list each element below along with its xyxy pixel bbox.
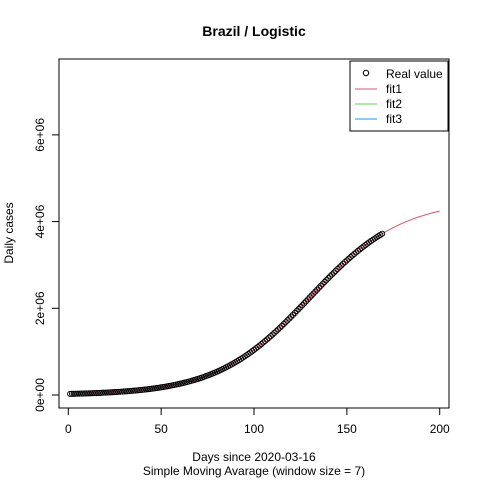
- real-value-point: [284, 317, 291, 324]
- legend-label-fit2: fit2: [386, 97, 402, 111]
- real-value-point: [356, 246, 363, 253]
- legend-label-real-value: Real value: [386, 67, 443, 81]
- real-value-point: [299, 302, 306, 309]
- x-tick-label-4: 200: [430, 422, 450, 436]
- real-value-point: [315, 284, 323, 291]
- real-value-point: [343, 257, 350, 264]
- real-value-point: [276, 324, 284, 331]
- real-value-point: [286, 315, 293, 322]
- x-tick-label-0: 0: [65, 422, 72, 436]
- real-value-point: [273, 328, 280, 335]
- x-axis: 0 50 100 150 200: [65, 407, 450, 436]
- real-value-point: [297, 304, 304, 311]
- real-value-point: [302, 298, 310, 305]
- real-value-point: [325, 275, 332, 282]
- real-value-point: [269, 331, 276, 338]
- real-value-point: [306, 294, 313, 301]
- real-value-point: [267, 333, 274, 340]
- real-value-point: [338, 262, 345, 269]
- real-value-point: [330, 269, 337, 276]
- real-value-point: [282, 319, 289, 326]
- real-value-point: [340, 260, 347, 267]
- y-axis: 0e+00 2e+06 4e+06 6e+06: [33, 118, 60, 412]
- y-tick-label-3: 6e+06: [33, 118, 47, 152]
- y-tick-label-0: 0e+00: [33, 378, 47, 412]
- y-tick-label-1: 2e+06: [33, 291, 47, 325]
- real-value-point: [323, 277, 330, 284]
- real-value-point: [275, 326, 282, 333]
- real-value-point: [327, 273, 334, 280]
- real-value-point: [254, 343, 261, 351]
- real-value-point: [351, 250, 358, 257]
- chart-title: Brazil / Logistic: [202, 23, 306, 39]
- real-value-point: [314, 286, 321, 293]
- real-value-point: [328, 271, 336, 278]
- real-value-point: [258, 340, 265, 348]
- y-tick-label-2: 4e+06: [33, 204, 47, 238]
- real-value-point: [334, 265, 341, 273]
- real-value-point: [358, 244, 365, 251]
- real-value-point: [353, 249, 360, 256]
- y-axis-label: Daily cases: [2, 202, 16, 263]
- real-value-point: [288, 313, 295, 320]
- real-value-point: [278, 322, 285, 329]
- real-value-point: [289, 311, 297, 318]
- real-value-point: [291, 309, 298, 316]
- x-tick-label-1: 50: [154, 422, 168, 436]
- real-value-point: [252, 345, 259, 352]
- chart-subtitle: Simple Moving Avarage (window size = 7): [143, 464, 365, 478]
- legend-label-fit3: fit3: [386, 112, 402, 126]
- real-value-point: [293, 307, 300, 315]
- real-value-point: [347, 254, 354, 261]
- real-value-point: [301, 300, 308, 307]
- real-value-point: [308, 292, 315, 299]
- real-value-point: [319, 280, 326, 287]
- legend-marker-real-value: [362, 69, 370, 77]
- real-value-point: [379, 230, 386, 237]
- real-value-point: [260, 339, 267, 346]
- real-value-point: [336, 264, 343, 271]
- real-value-point: [321, 278, 328, 286]
- real-value-point: [317, 282, 324, 289]
- real-value-point: [304, 296, 311, 303]
- real-value-point: [271, 329, 278, 336]
- x-tick-label-3: 150: [337, 422, 357, 436]
- real-value-point: [295, 306, 302, 313]
- real-value-point: [354, 247, 362, 254]
- fit1-line: [70, 210, 440, 395]
- real-value-point: [345, 255, 352, 262]
- real-value-point: [332, 267, 339, 274]
- x-tick-label-2: 100: [244, 422, 264, 436]
- series-layer: [67, 210, 440, 397]
- real-value-point: [263, 336, 271, 343]
- legend-label-fit1: fit1: [386, 82, 402, 96]
- real-value-point: [280, 321, 287, 328]
- x-axis-label: Days since 2020-03-16: [192, 450, 316, 464]
- real-value-point: [256, 342, 263, 349]
- real-value-point: [341, 259, 349, 266]
- legend: Real value fit1 fit2 fit3: [349, 60, 449, 132]
- real-value-point: [265, 334, 272, 341]
- real-value-point: [349, 252, 356, 259]
- real-value-point: [262, 337, 269, 345]
- real-value-point: [310, 290, 317, 297]
- real-value-point: [312, 288, 319, 295]
